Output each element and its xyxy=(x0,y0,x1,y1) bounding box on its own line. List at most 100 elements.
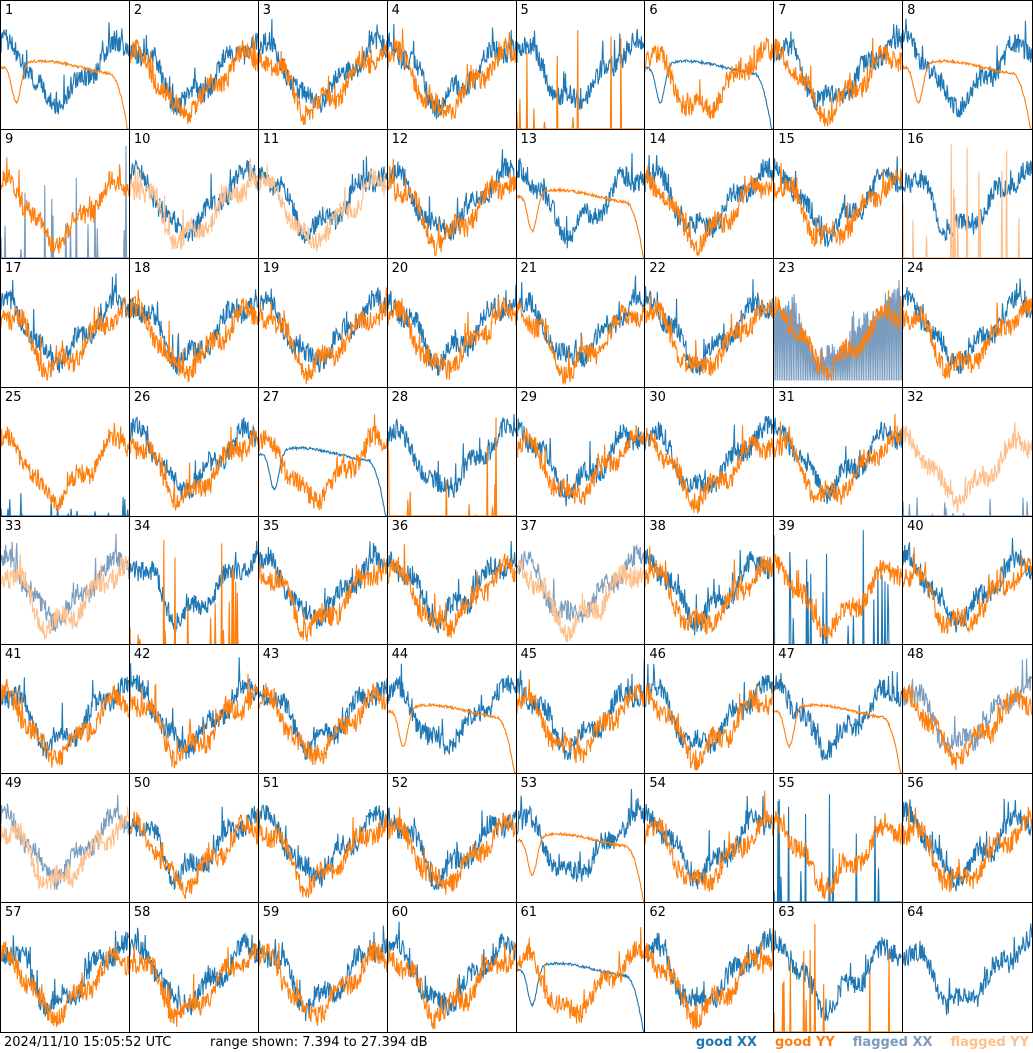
panel-40: 40 xyxy=(903,517,1032,646)
yy-trace xyxy=(129,426,258,511)
panel-plot xyxy=(258,156,387,252)
xx-trace xyxy=(516,659,645,761)
yy-trace xyxy=(1,295,129,381)
panel-54: 54 xyxy=(645,774,775,904)
panel-15: 15 xyxy=(774,129,904,259)
yy-trace xyxy=(129,539,258,645)
panel-43: 43 xyxy=(258,645,388,775)
panel-24: 24 xyxy=(903,259,1032,388)
panel-36: 36 xyxy=(387,516,517,646)
panel-plot xyxy=(1,273,129,381)
panel-plot xyxy=(645,278,774,377)
panel-label: 32 xyxy=(907,389,924,405)
yy-trace xyxy=(516,927,645,1024)
yy-trace xyxy=(645,928,774,1030)
panel-label: 36 xyxy=(391,518,409,534)
panel-plot xyxy=(774,279,903,381)
yy-trace xyxy=(129,942,258,1027)
panel-label: 47 xyxy=(778,647,795,663)
yy-trace xyxy=(387,296,516,380)
panel-51: 51 xyxy=(258,774,388,904)
xx-trace xyxy=(516,152,645,249)
panel-plot xyxy=(1,145,129,258)
xx-trace xyxy=(645,415,774,493)
yy-trace xyxy=(1,422,129,511)
panel-label: 23 xyxy=(778,260,795,276)
panel-41: 41 xyxy=(1,645,130,775)
panel-17: 17 xyxy=(1,258,130,388)
panel-label: 21 xyxy=(520,260,538,276)
yy-trace xyxy=(645,293,774,377)
panel-label: 45 xyxy=(520,647,538,663)
panel-label: 10 xyxy=(133,131,151,147)
yy-trace xyxy=(258,44,387,126)
panel-9: 9 xyxy=(1,129,130,259)
panel-label: 18 xyxy=(133,260,151,276)
legend-good-yy: good YY xyxy=(774,1035,835,1050)
panel-plot xyxy=(516,152,645,258)
panel-56: 56 xyxy=(903,774,1032,904)
panel-7: 7 xyxy=(774,1,904,130)
panel-plot xyxy=(1,422,129,516)
panel-21: 21 xyxy=(516,258,646,388)
panel-plot xyxy=(516,789,645,903)
panel-49: 49 xyxy=(1,774,130,904)
panel-plot xyxy=(129,288,258,383)
panel-47: 47 xyxy=(774,645,904,775)
xx-trace xyxy=(1,795,129,891)
panel-plot xyxy=(129,539,258,645)
yy-trace xyxy=(774,702,903,774)
panel-plot xyxy=(387,149,516,257)
xx-trace xyxy=(645,928,774,1009)
xx-trace xyxy=(516,789,645,883)
panel-label: 48 xyxy=(907,647,924,663)
panel-27: 27 xyxy=(258,387,388,517)
panel-plot xyxy=(258,540,387,642)
panel-label: 42 xyxy=(133,647,151,663)
yy-trace xyxy=(129,289,258,383)
panel-plot xyxy=(903,923,1032,1016)
panel-label: 52 xyxy=(391,776,409,792)
panel-14: 14 xyxy=(645,129,775,259)
panel-20: 20 xyxy=(387,258,517,388)
panel-64: 64 xyxy=(903,903,1032,1032)
xx-trace xyxy=(903,497,1032,516)
panel-label: 9 xyxy=(5,131,14,147)
panel-label: 2 xyxy=(133,3,143,18)
panel-2: 2 xyxy=(129,1,259,130)
panel-plot xyxy=(774,923,903,1032)
panel-label: 35 xyxy=(262,518,280,534)
panel-plot xyxy=(258,19,387,126)
legend-good-xx: good XX xyxy=(695,1035,757,1050)
yy-trace xyxy=(1,553,129,640)
yy-trace xyxy=(903,421,1032,513)
panel-28: 28 xyxy=(387,387,517,517)
panel-label: 34 xyxy=(133,518,151,534)
xx-trace xyxy=(774,671,903,761)
panel-33: 33 xyxy=(1,516,130,646)
panel-58: 58 xyxy=(129,903,259,1032)
panel-plot xyxy=(774,671,903,774)
panel-53: 53 xyxy=(516,774,646,904)
yy-trace xyxy=(645,545,774,635)
panel-50: 50 xyxy=(129,774,259,904)
panel-label: 7 xyxy=(778,3,787,18)
xx-trace xyxy=(516,418,645,507)
yy-trace xyxy=(387,158,516,257)
panel-31: 31 xyxy=(774,387,904,517)
panel-label: 31 xyxy=(778,389,795,405)
xx-trace xyxy=(1,532,129,632)
xx-trace xyxy=(774,156,903,248)
panel-label: 61 xyxy=(520,905,538,921)
panel-label: 8 xyxy=(907,3,916,18)
panel-plot xyxy=(903,799,1032,893)
panel-plot xyxy=(516,275,645,385)
panel-plot xyxy=(516,659,645,764)
panel-29: 29 xyxy=(516,387,646,517)
panel-38: 38 xyxy=(645,516,775,646)
panel-4: 4 xyxy=(387,1,517,130)
panel-label: 25 xyxy=(5,389,22,405)
xx-trace xyxy=(645,548,774,635)
panel-label: 64 xyxy=(907,905,924,921)
yy-trace xyxy=(258,941,387,1027)
